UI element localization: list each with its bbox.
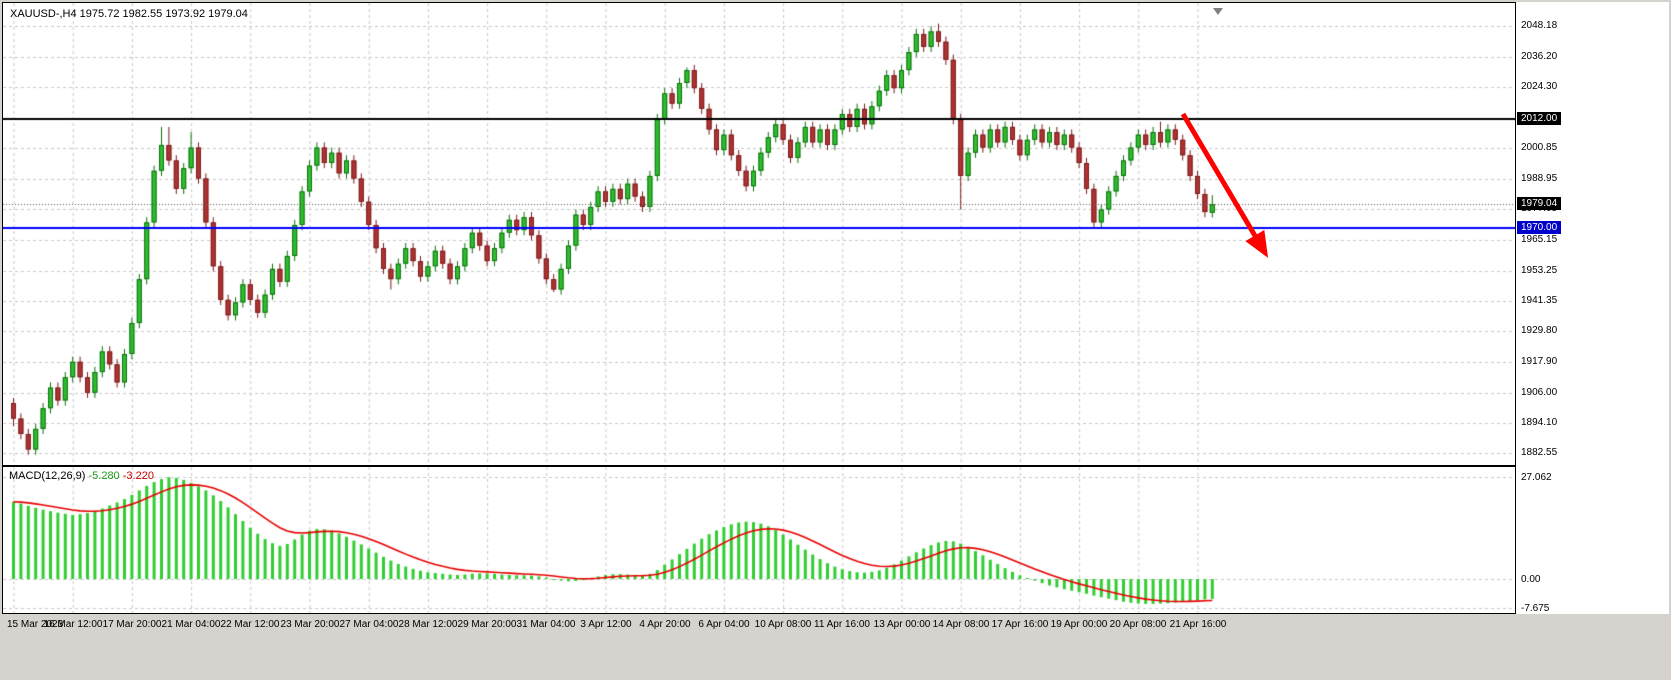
hline-2012-price-label[interactable]: 2012.00 xyxy=(1517,112,1562,125)
time-axis-label: 4 Apr 20:00 xyxy=(639,619,691,630)
time-axis-label: 11 Apr 16:00 xyxy=(814,619,870,630)
price-axis[interactable]: 2012.00 1979.04 1970.00 2048.18 2036.20 20… xyxy=(1516,2,1669,614)
time-axis-label: 31 Mar 04:00 xyxy=(516,619,576,630)
time-axis-label: 21 Mar 04:00 xyxy=(161,619,221,630)
time-axis-label: 3 Apr 12:00 xyxy=(580,619,632,630)
time-axis-label: 19 Apr 00:00 xyxy=(1050,619,1108,630)
time-axis-label: 15 Mar 2023 xyxy=(7,619,64,630)
time-axis-label: 27 Mar 04:00 xyxy=(339,619,399,630)
macd-chart-canvas[interactable] xyxy=(3,467,1515,613)
bid-price-label: 1979.04 xyxy=(1517,197,1562,210)
time-axis-label: 23 Mar 20:00 xyxy=(280,619,340,630)
time-axis-label: 20 Apr 08:00 xyxy=(1109,619,1167,630)
time-axis-label: 13 Apr 00:00 xyxy=(873,619,931,630)
chart-shift-marker-icon[interactable] xyxy=(1213,8,1223,15)
macd-axis-label: 0.00 xyxy=(1521,574,1541,585)
price-axis-label: 2024.30 xyxy=(1521,81,1558,92)
main-chart-panel[interactable]: XAUUSD-,H4 1975.72 1982.55 1973.92 1979.… xyxy=(2,2,1516,466)
time-axis-label: 17 Apr 16:00 xyxy=(991,619,1049,630)
time-axis-label: 14 Apr 08:00 xyxy=(932,619,990,630)
time-axis[interactable]: 15 Mar 2023 16 Mar 12:00 17 Mar 20:00 21 Ma… xyxy=(2,614,1669,638)
time-axis-label: 10 Apr 08:00 xyxy=(754,619,812,630)
time-axis-label: 21 Apr 16:00 xyxy=(1169,619,1227,630)
price-axis-label: 1929.80 xyxy=(1521,325,1558,336)
price-axis-label: 1965.15 xyxy=(1521,234,1558,245)
macd-indicator-name: MACD(12,26,9) xyxy=(9,470,86,482)
price-axis-label: 1882.55 xyxy=(1521,447,1558,458)
price-axis-label: 1906.00 xyxy=(1521,387,1558,398)
price-axis-label: 1941.35 xyxy=(1521,295,1558,306)
price-axis-label: 1988.95 xyxy=(1521,173,1558,184)
chart-title: XAUUSD-,H4 1975.72 1982.55 1973.92 1979.… xyxy=(10,8,248,20)
price-axis-label: 2048.18 xyxy=(1521,20,1558,31)
time-axis-label: 29 Mar 20:00 xyxy=(457,619,517,630)
macd-indicator-panel[interactable]: MACD(12,26,9) -5.280 -3.220 xyxy=(2,466,1516,614)
time-axis-label: 16 Mar 12:00 xyxy=(43,619,103,630)
macd-main-value: -5.280 xyxy=(88,470,120,482)
price-axis-label: 1894.10 xyxy=(1521,417,1558,428)
macd-indicator-label: MACD(12,26,9) -5.280 -3.220 xyxy=(9,470,154,482)
price-axis-label: 1953.25 xyxy=(1521,265,1558,276)
price-axis-label: 2036.20 xyxy=(1521,51,1558,62)
price-chart-canvas[interactable] xyxy=(3,3,1515,465)
macd-signal-value: -3.220 xyxy=(122,470,154,482)
time-axis-label: 17 Mar 20:00 xyxy=(102,619,162,630)
time-axis-label: 22 Mar 12:00 xyxy=(220,619,280,630)
hline-1970-price-label[interactable]: 1970.00 xyxy=(1517,221,1562,234)
macd-axis-label: 27.062 xyxy=(1521,472,1552,483)
time-axis-label: 6 Apr 04:00 xyxy=(698,619,750,630)
price-axis-label: 2000.85 xyxy=(1521,142,1558,153)
panel-resize-handle[interactable] xyxy=(2,463,1516,467)
time-axis-label: 28 Mar 12:00 xyxy=(398,619,458,630)
macd-axis-label: -7.675 xyxy=(1521,603,1550,614)
price-axis-label: 1917.90 xyxy=(1521,356,1558,367)
